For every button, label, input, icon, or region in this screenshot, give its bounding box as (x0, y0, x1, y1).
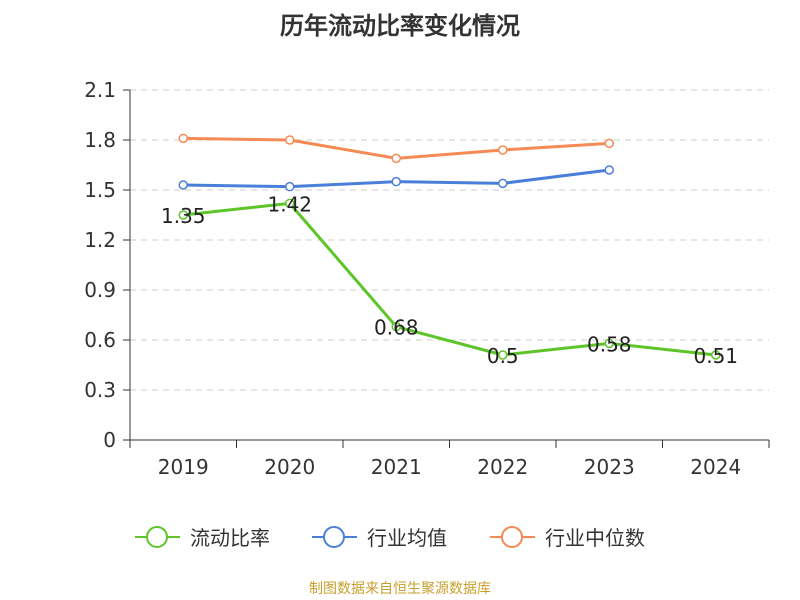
legend-marker (323, 526, 345, 548)
y-tick-label: 0.3 (84, 378, 116, 402)
data-point (711, 350, 721, 360)
data-point (178, 180, 188, 190)
legend-marker (146, 526, 168, 548)
x-tick-label: 2023 (584, 455, 635, 479)
series-lines (178, 133, 721, 360)
data-labels: 1.35 1.42 0.68 0.5 0.58 0.51 (161, 192, 738, 368)
data-point (604, 338, 614, 349)
data-label: 0.51 (693, 344, 738, 368)
legend-label: 行业均值 (367, 526, 447, 550)
legend: 流动比率 行业均值 行业中位数 (135, 526, 645, 550)
data-point (391, 153, 401, 164)
grid-lines (130, 89, 769, 391)
data-label: 1.42 (267, 192, 312, 216)
data-point (285, 198, 295, 209)
y-tick-label: 1.2 (84, 228, 116, 252)
data-point (285, 135, 295, 145)
y-tick-label: 0.9 (84, 278, 116, 302)
x-tick-label: 2022 (477, 455, 528, 479)
legend-label: 行业中位数 (545, 526, 645, 550)
x-tick-label: 2019 (158, 455, 209, 479)
data-point (604, 138, 614, 149)
y-tick-label: 1.8 (84, 128, 116, 152)
data-point (498, 350, 508, 360)
data-point (178, 133, 188, 144)
axes: 0 0.3 0.6 0.9 1.2 1.5 1.8 2.1 2019 2020 2021 2022 20… (84, 78, 770, 479)
data-label: 0.5 (487, 344, 519, 368)
x-tick-label: 2021 (371, 455, 422, 479)
series-line (183, 201, 716, 357)
y-tick-label: 2.1 (84, 78, 116, 102)
data-point (285, 181, 295, 192)
data-point (178, 210, 188, 220)
data-source-note: 制图数据来自恒生聚源数据库 (309, 581, 491, 597)
legend-label: 流动比率 (190, 526, 270, 550)
data-point (391, 321, 401, 332)
data-label: 1.35 (161, 204, 206, 228)
data-point (604, 165, 614, 175)
y-tick-label: 1.5 (84, 178, 116, 202)
data-point (498, 178, 508, 189)
y-tick-label: 0.6 (84, 328, 116, 352)
x-tick-label: 2024 (690, 455, 741, 479)
data-label: 0.58 (587, 332, 632, 356)
x-tick-label: 2020 (264, 455, 315, 479)
legend-marker (501, 526, 523, 548)
data-point (391, 176, 401, 187)
chart-title: 历年流动比率变化情况 (280, 12, 520, 40)
data-label: 0.68 (374, 316, 419, 340)
data-point (498, 145, 508, 155)
y-tick-label: 0 (103, 428, 116, 452)
